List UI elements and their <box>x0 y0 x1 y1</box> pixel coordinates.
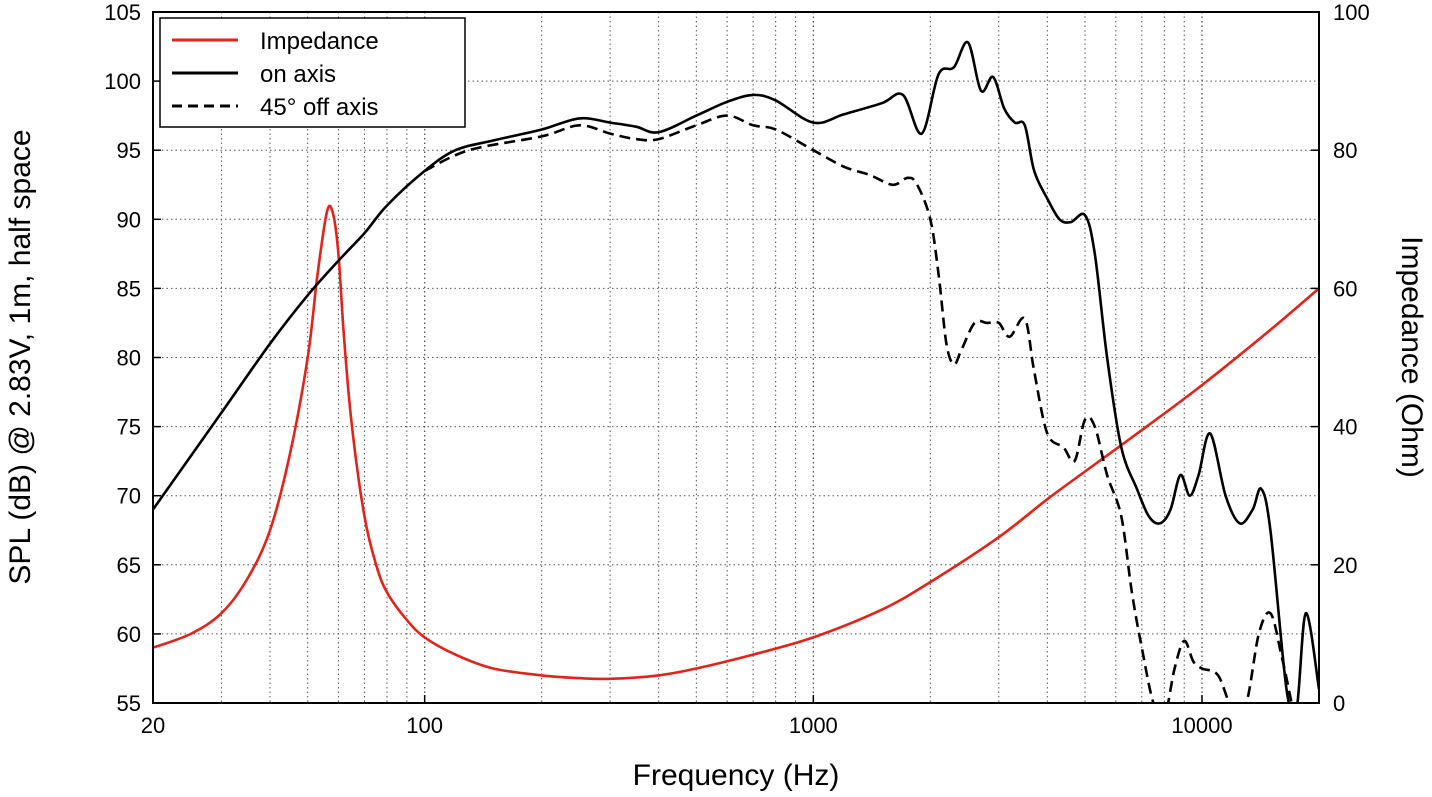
right-y-axis-title: Impedance (Ohm) <box>1395 236 1428 478</box>
right-y-tick-label: 100 <box>1333 0 1370 25</box>
legend-label-impedance: Impedance <box>260 28 379 55</box>
x-tick-label: 1000 <box>789 713 838 738</box>
left-y-tick-label: 75 <box>117 415 141 440</box>
legend-label-on-axis: on axis <box>260 61 336 88</box>
x-axis-title: Frequency (Hz) <box>633 759 840 792</box>
right-y-tick-label: 80 <box>1333 138 1357 163</box>
x-tick-label: 20 <box>141 713 165 738</box>
right-y-tick-label: 20 <box>1333 553 1357 578</box>
x-tick-label: 10000 <box>1171 713 1232 738</box>
right-y-tick-label: 60 <box>1333 276 1357 301</box>
left-y-axis-title: SPL (dB) @ 2.83V, 1m, half space <box>4 129 37 584</box>
on-axis-curve <box>153 40 1319 703</box>
legend-label-off-axis: 45° off axis <box>260 94 379 121</box>
left-y-tick-label: 70 <box>117 484 141 509</box>
left-y-tick-label: 105 <box>104 0 141 25</box>
off-axis-curve <box>424 114 1293 703</box>
right-y-tick-label: 0 <box>1333 691 1345 716</box>
right-y-tick-label: 40 <box>1333 415 1357 440</box>
left-y-tick-label: 90 <box>117 207 141 232</box>
left-y-tick-label: 65 <box>117 553 141 578</box>
left-y-tick-label: 85 <box>117 276 141 301</box>
impedance-curve <box>153 204 1319 681</box>
x-tick-label: 100 <box>406 713 443 738</box>
left-y-tick-label: 80 <box>117 346 141 371</box>
tick-layer: 20 100 1000 10000 55 60 65 70 75 80 85 90 95 100 105 0 2… <box>104 0 1369 738</box>
left-y-tick-label: 100 <box>104 69 141 94</box>
left-y-tick-label: 95 <box>117 138 141 163</box>
left-y-tick-label: 55 <box>117 691 141 716</box>
series-layer <box>153 40 1319 703</box>
legend: Impedance on axis 45° off axis <box>159 17 466 128</box>
left-y-tick-label: 60 <box>117 622 141 647</box>
